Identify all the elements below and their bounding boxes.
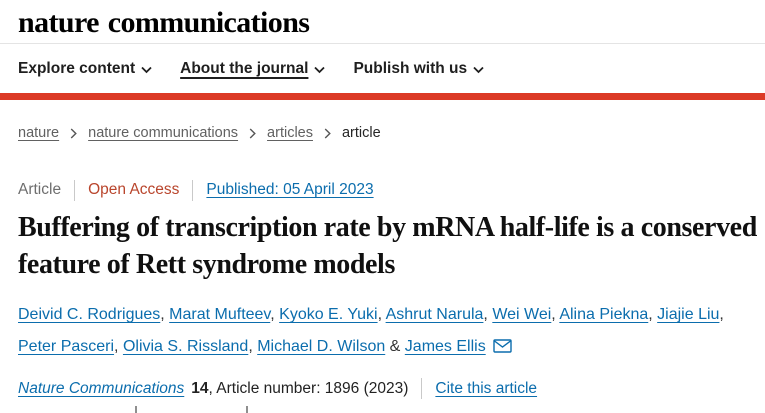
chevron-right-icon [70, 128, 77, 139]
metrics-divider-partial [135, 406, 137, 413]
chevron-right-icon [324, 128, 331, 139]
breadcrumb-item-article: article [341, 125, 381, 141]
chevron-right-icon [249, 128, 256, 139]
article-header-main: nature nature communications articles artic… [0, 124, 765, 400]
meta-divider [74, 179, 76, 201]
author-link[interactable]: Olivia S. Rissland [122, 337, 249, 355]
chevron-down-icon [473, 66, 484, 74]
site-header: nature communications Explore content Abo… [0, 0, 765, 100]
nav-item-about-the-journal[interactable]: About the journal [180, 59, 326, 78]
breadcrumb-item-articles[interactable]: articles [267, 125, 313, 141]
open-access-label: Open Access [88, 181, 180, 198]
chevron-down-icon [141, 66, 152, 74]
envelope-icon[interactable] [493, 333, 512, 365]
author-link[interactable]: Peter Pasceri [18, 337, 115, 355]
article-number-text: , Article number: 1896 (2023) [208, 379, 409, 397]
metrics-divider-partial [246, 406, 248, 413]
author-link[interactable]: Marat Mufteev [169, 305, 271, 323]
logo-row: nature communications [0, 0, 765, 44]
journal-logo[interactable]: nature communications [18, 6, 310, 39]
nav-item-label: Publish with us [353, 59, 468, 77]
meta-divider [192, 179, 194, 201]
author-link[interactable]: Michael D. Wilson [257, 337, 386, 355]
author-link[interactable]: Kyoko E. Yuki [279, 305, 378, 323]
chevron-down-icon [314, 66, 326, 74]
volume-number: 14 [191, 379, 209, 397]
author-link[interactable]: Wei Wei [492, 305, 552, 323]
article-title: Buffering of transcription rate by mRNA … [18, 212, 757, 280]
citation-row: Nature Communications 14 , Article numbe… [18, 378, 765, 400]
main-nav: Explore content About the journal Publish … [0, 44, 765, 93]
author-link[interactable]: Ashrut Narula [385, 305, 484, 323]
citation-divider [421, 378, 423, 400]
brand-red-bar [0, 93, 765, 100]
published-date-link[interactable]: Published: 05 April 2023 [206, 181, 374, 198]
author-link[interactable]: Deivid C. Rodrigues [18, 305, 161, 323]
author-link[interactable]: James Ellis [404, 337, 486, 355]
nav-item-label: Explore content [18, 59, 136, 77]
nav-item-label: About the journal [180, 59, 309, 77]
nav-item-publish-with-us[interactable]: Publish with us [353, 60, 484, 78]
author-link[interactable]: Alina Piekna [559, 305, 649, 323]
article-type-label: Article [18, 181, 62, 198]
author-link[interactable]: Jiajie Liu [657, 305, 720, 323]
nav-item-explore-content[interactable]: Explore content [18, 60, 152, 78]
cite-this-article-link[interactable]: Cite this article [435, 379, 538, 397]
breadcrumb: nature nature communications articles artic… [18, 124, 765, 142]
breadcrumb-item-nature-communications[interactable]: nature communications [88, 125, 239, 141]
author-list: Deivid C. Rodrigues, Marat Mufteev, Kyok… [18, 299, 765, 365]
breadcrumb-item-nature[interactable]: nature [18, 125, 60, 141]
article-meta-row: Article Open Access Published: 05 April … [18, 179, 765, 201]
journal-name-link[interactable]: Nature Communications [18, 379, 185, 397]
